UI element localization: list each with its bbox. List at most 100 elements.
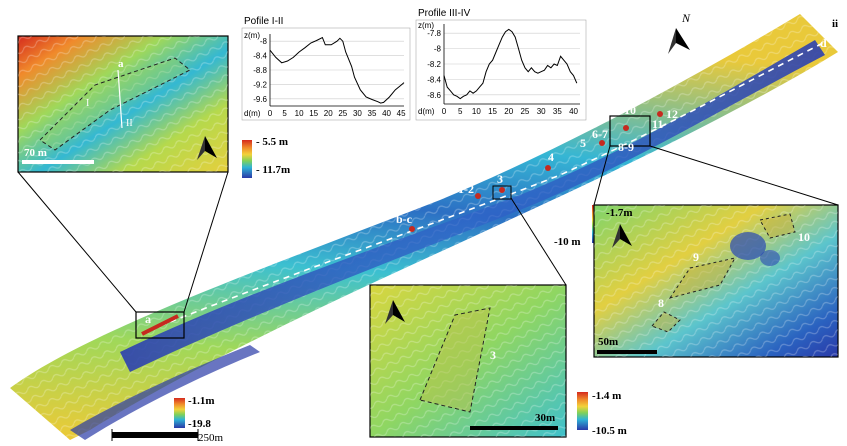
north-arrow-icon (197, 136, 217, 160)
site-marker (623, 125, 629, 131)
x-tick-label: 10 (472, 107, 481, 116)
deep-trough-lower (70, 345, 260, 440)
y-tick-label: -8.4 (427, 75, 441, 84)
site-marker (409, 226, 415, 232)
legend-inset-a-max: - 5.5 m (256, 136, 289, 148)
profile-line (269, 36, 405, 104)
y-tick-label: -8 (260, 37, 268, 46)
site-label: b-c (396, 212, 412, 226)
site-label: 1-2 (458, 182, 474, 196)
x-tick-label: 30 (353, 109, 362, 118)
x-tick-label: 0 (268, 109, 273, 118)
site-label: 10 (624, 103, 636, 117)
x-tick-label: 5 (458, 107, 463, 116)
scour-pit (760, 250, 780, 266)
legend-inset-a-min: - 11.7m (256, 164, 291, 176)
legend-main-colorbar (174, 398, 185, 428)
x-tick-label: 35 (368, 109, 377, 118)
connector-line (510, 197, 567, 286)
north-label: N (681, 11, 691, 25)
x-tick-label: 40 (569, 107, 578, 116)
inset-a-label: a (118, 58, 124, 70)
site-label: 4 (548, 150, 554, 164)
site-label: 3 (497, 172, 503, 186)
inset-site-3 (369, 284, 567, 438)
profile-1-title: Pofile I-II (244, 16, 284, 27)
inset-10-scale-label: 50m (598, 336, 619, 348)
site-marker (499, 187, 505, 193)
inset-10-outline-10 (759, 213, 796, 239)
legend-main-min: -19.8 (188, 418, 211, 430)
inset-a-scale-label: 70 m (24, 147, 47, 159)
site-a-box (135, 311, 185, 339)
inset-10-outline-8 (651, 311, 681, 333)
y-tick-label: -7.8 (427, 29, 441, 38)
inset-3-scale-bar (470, 426, 558, 430)
site-marker (545, 165, 551, 171)
main-bathymetry-map: N (10, 11, 839, 441)
legend-mid-min: -10 m (554, 236, 581, 248)
legend-inset-3-min: -10.5 m (592, 425, 627, 437)
scour-pit (730, 232, 766, 260)
profile-chart-2: -7.8 -8 -8.2 -8.4 -8.60 5 10 15 20 25 30 35 40 z(m) d(… (415, 19, 587, 121)
site-label: a (145, 312, 151, 326)
site-3-box (492, 185, 512, 200)
main-channel (120, 40, 825, 372)
connector-line (649, 145, 839, 206)
profile-line (443, 28, 578, 100)
inset-3-scale-label: 30m (535, 412, 556, 424)
inset-a-wreck-outline (39, 57, 191, 151)
inset-a-label: I (86, 98, 90, 109)
north-arrow-icon (385, 300, 405, 324)
site-marker (475, 193, 481, 199)
legend-inset-3-colorbar (577, 392, 588, 430)
x-tick-label: 5 (282, 109, 287, 118)
inset-10-label: 9 (693, 250, 699, 264)
x-tick-label: 20 (504, 107, 513, 116)
end-label: ii (832, 18, 839, 30)
site-label: 5 (580, 136, 586, 150)
connector-line (183, 171, 229, 313)
inset-a-label: II (126, 118, 133, 129)
transect-dashed-line (149, 41, 826, 331)
site-label: 11 (652, 117, 664, 131)
x-tick-label: 10 (295, 109, 304, 118)
inset-site-a (17, 35, 229, 173)
north-arrow-icon (668, 28, 690, 54)
site-label: 12 (666, 107, 678, 121)
x-tick-label: 0 (442, 107, 447, 116)
legend-inset-3-max: -1.4 m (592, 390, 622, 402)
inset-a-scale-bar (22, 160, 94, 164)
site-label: 8-9 (618, 140, 634, 154)
x-tick-label: 30 (537, 107, 546, 116)
inset-site-10 (593, 204, 839, 358)
connector-line (17, 171, 137, 313)
inset-10-label: 10 (798, 230, 810, 244)
x-tick-label: 15 (309, 109, 318, 118)
legend-inset-a-colorbar (242, 140, 252, 178)
north-arrow-icon (612, 224, 632, 248)
y-tick-label: -8.6 (427, 91, 441, 100)
y-axis-label: z(m) (418, 21, 434, 30)
y-tick-label: -8.4 (253, 52, 267, 61)
x-tick-label: 25 (520, 107, 529, 116)
y-axis-label: z(m) (244, 31, 260, 40)
inset-a-profile-line (117, 69, 123, 129)
y-tick-label: -8.2 (427, 60, 441, 69)
x-tick-label: 15 (488, 107, 497, 116)
survey-strip-texture (10, 14, 838, 440)
y-tick-label: -9.6 (253, 95, 267, 104)
y-tick-label: -9.2 (253, 80, 267, 89)
inset-10-label: 8 (658, 296, 664, 310)
x-tick-label: 20 (324, 109, 333, 118)
site-marker (599, 140, 605, 146)
site-10-box (609, 115, 651, 147)
inset-10-scale-bar (597, 350, 657, 354)
site-a-wreck (141, 314, 179, 336)
inset-3-wreck-outline (419, 307, 491, 413)
inset-3-label: 3 (490, 348, 496, 362)
end-marker-label: d (820, 36, 827, 50)
x-tick-label: 45 (397, 109, 406, 118)
x-axis-label: d(m) (244, 109, 261, 118)
